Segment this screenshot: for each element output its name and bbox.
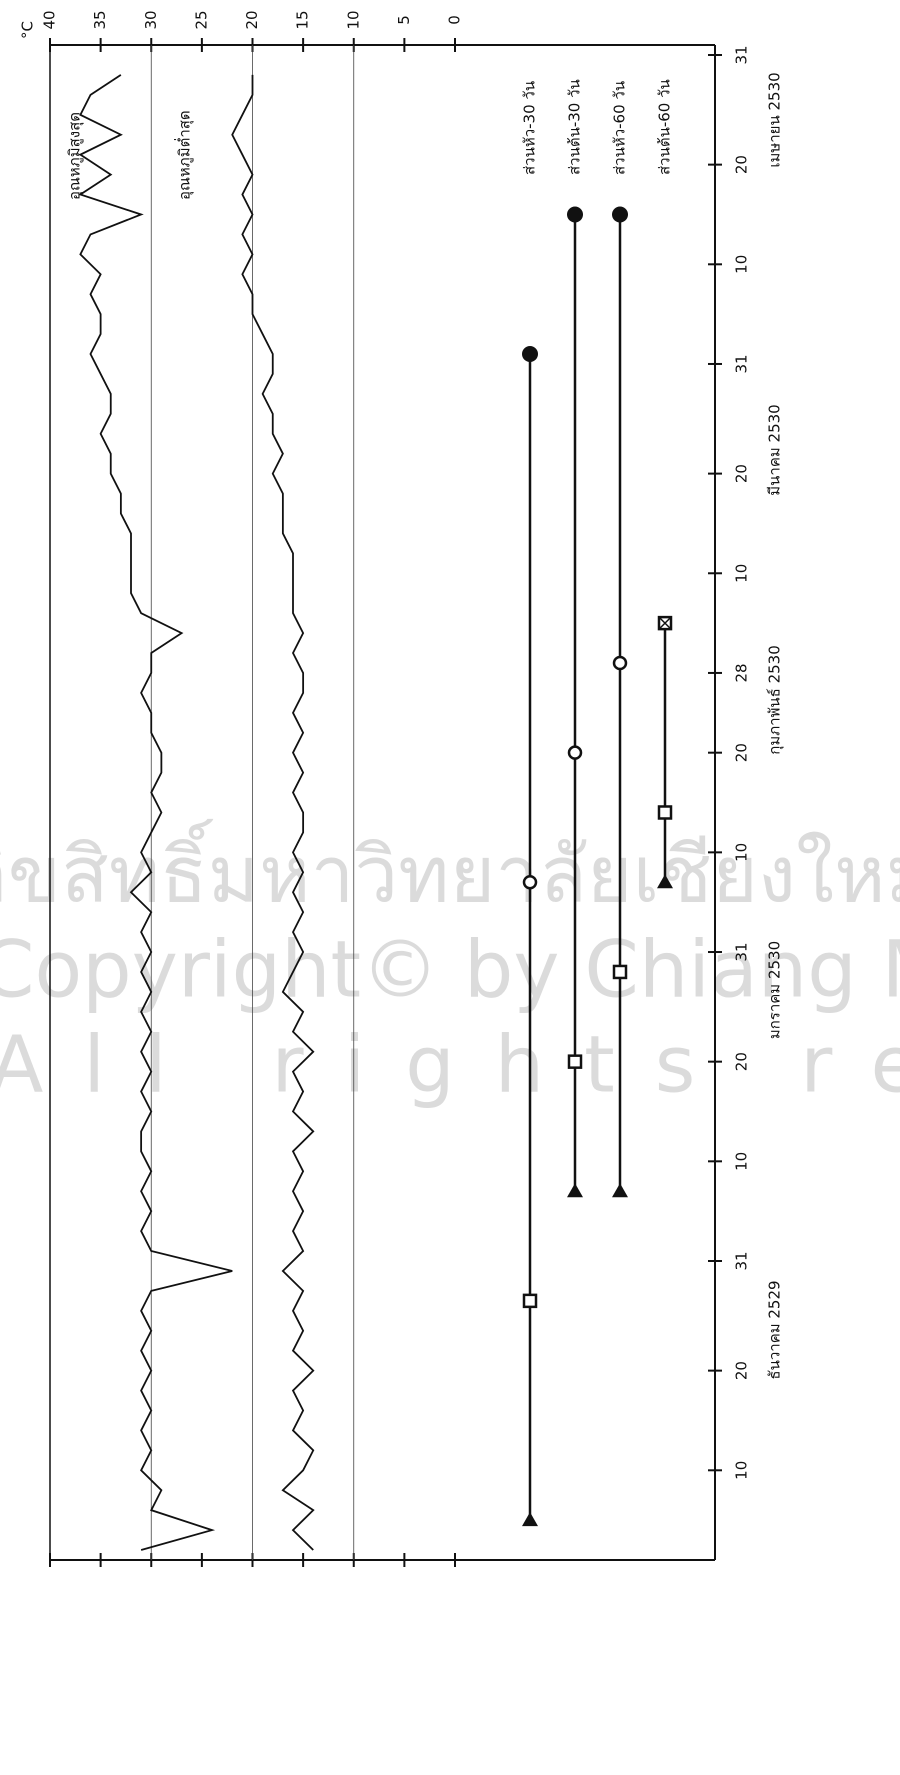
marker: [659, 806, 671, 818]
x-tick-label: 20: [733, 1361, 751, 1380]
x-tick-label: 20: [733, 155, 751, 174]
x-tick-label: 28: [733, 663, 751, 682]
marker: [569, 1056, 581, 1068]
marker: [522, 1512, 538, 1526]
x-tick-label: 31: [733, 1251, 751, 1270]
y-tick-label: 15: [294, 10, 312, 29]
legend-label: ส่วนหัว-30 วัน: [521, 81, 539, 175]
month-label: กุมภาพันธ์ 2530: [766, 645, 785, 755]
y-tick-label: 0: [446, 15, 464, 25]
month-label: มกราคม 2530: [766, 941, 784, 1039]
series-label: อุณหภูมิต่ำสุด: [174, 110, 195, 200]
month-label: ธันวาคม 2529: [766, 1280, 784, 1379]
marker: [524, 876, 536, 888]
x-tick-label: 31: [733, 354, 751, 373]
x-tick-label: 10: [733, 255, 751, 274]
x-tick-label: 31: [733, 45, 751, 64]
page: {"chart_data": { "type": "line", "y_labe…: [0, 0, 900, 1775]
legend-label: ส่วนต้น-30 วัน: [566, 79, 584, 175]
marker: [569, 747, 581, 759]
marker: [567, 1183, 583, 1197]
x-tick-label: 20: [733, 464, 751, 483]
legend-label: ส่วนหัว-60 วัน: [611, 81, 629, 175]
marker: [614, 657, 626, 669]
marker: [524, 1295, 536, 1307]
x-tick-label: 20: [733, 743, 751, 762]
watermark: ลิขสิทธิ์มหาวิทยาลัยเชียงใหม่: [0, 818, 900, 920]
y-tick-label: 40: [41, 10, 59, 29]
axis-title: °C: [19, 21, 37, 39]
marker: [612, 1183, 628, 1197]
x-tick-label: 10: [733, 1152, 751, 1171]
chart: ลิขสิทธิ์มหาวิทยาลัยเชียงใหม่ Copyright©…: [0, 0, 900, 1775]
x-tick-label: 10: [733, 564, 751, 583]
y-tick-label: 30: [142, 10, 160, 29]
x-tick-label: 31: [733, 942, 751, 961]
temperature-line: [232, 75, 313, 1550]
temperature-line: [80, 75, 232, 1550]
y-tick-label: 35: [91, 10, 109, 29]
month-label: เมษายน 2530: [766, 72, 784, 167]
y-tick-label: 10: [344, 10, 362, 29]
x-tick-label: 10: [733, 1461, 751, 1480]
y-tick-label: 5: [395, 15, 413, 25]
month-label: มีนาคม 2530: [766, 404, 784, 495]
marker: [612, 206, 628, 222]
series-label: อุณหภูมิสูงสุด: [66, 112, 85, 200]
x-tick-label: 20: [733, 1052, 751, 1071]
legend-label: ส่วนต้น-60 วัน: [656, 79, 674, 175]
marker: [614, 966, 626, 978]
marker: [567, 206, 583, 222]
x-tick-label: 10: [733, 843, 751, 862]
marker: [522, 346, 538, 362]
y-tick-label: 25: [192, 10, 210, 29]
y-tick-label: 20: [243, 10, 261, 29]
